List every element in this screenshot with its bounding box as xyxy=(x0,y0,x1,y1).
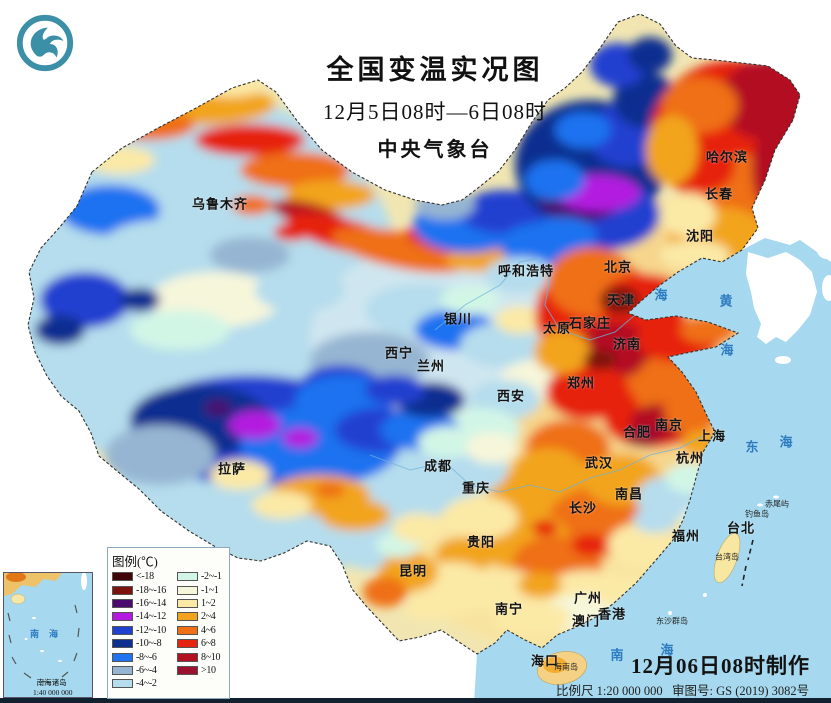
legend-label: -8~-6 xyxy=(136,651,157,663)
legend-label: <-18 xyxy=(136,571,154,583)
legend-label: -1~1 xyxy=(201,584,219,596)
legend-swatch xyxy=(112,665,133,675)
legend-label: -16~-14 xyxy=(136,597,166,609)
south-china-sea-inset: 南海 南海诸岛 1:40 000 000 xyxy=(3,572,93,698)
legend-swatch xyxy=(112,572,133,582)
taiwan-island xyxy=(713,533,741,583)
legend-item: 2~4 xyxy=(177,610,222,623)
map-title: 全国变温实况图 xyxy=(326,55,544,85)
production-time: 12月06日08时制作 xyxy=(631,654,810,678)
jeju-island xyxy=(775,356,791,364)
legend-swatch xyxy=(112,652,133,662)
legend-swatch xyxy=(112,625,133,635)
japan-island xyxy=(817,241,831,259)
legend-item: -2~-1 xyxy=(177,570,222,583)
legend-item: -1~1 xyxy=(177,583,222,596)
legend-label: -4~-2 xyxy=(136,678,157,690)
legend-swatch xyxy=(177,665,198,675)
sea xyxy=(474,238,831,703)
legend-label: >10 xyxy=(201,664,216,676)
inset-scale: 1:40 000 000 xyxy=(32,688,73,697)
legend-swatch xyxy=(177,598,198,608)
legend-item: -6~-4 xyxy=(112,664,166,677)
legend-swatch xyxy=(177,639,198,649)
cma-logo-icon xyxy=(16,14,74,72)
inset-nine-dash-line xyxy=(7,604,80,684)
inset-warm-patch xyxy=(6,573,26,582)
legend-box: 图例(℃) <-18 -18~-16 -16~-14 -14~-12 -12~-10 -1… xyxy=(107,547,230,699)
legend-swatch xyxy=(112,585,133,595)
legend-label: -18~-16 xyxy=(136,584,166,596)
legend-item: -12~-10 xyxy=(112,624,166,637)
inset-taiwan xyxy=(81,573,87,590)
agency-name: 中央气象台 xyxy=(377,139,493,161)
legend-item: -10~-8 xyxy=(112,637,166,650)
legend-item: >10 xyxy=(177,664,222,677)
map-scale: 比例尺 1:20 000 000 xyxy=(556,684,663,698)
legend-item: -14~-12 xyxy=(112,610,166,623)
legend-label: 8~10 xyxy=(201,651,221,663)
inset-hainan xyxy=(10,593,26,605)
legend-item: 1~2 xyxy=(177,597,222,610)
approval-number: 审图号: GS (2019) 3082号 xyxy=(672,684,810,698)
yangtze-river xyxy=(369,434,706,493)
legend-label: 6~8 xyxy=(201,638,216,650)
small-island xyxy=(773,495,779,499)
legend-label: -14~-12 xyxy=(136,611,166,623)
legend-item: 8~10 xyxy=(177,650,222,663)
legend-label: 4~6 xyxy=(201,624,216,636)
legend-label: -10~-8 xyxy=(136,638,162,650)
legend-label: 1~2 xyxy=(201,597,216,609)
legend-swatch xyxy=(177,652,198,662)
legend-item: -16~-14 xyxy=(112,597,166,610)
legend-swatch xyxy=(112,612,133,622)
legend-item: -8~-6 xyxy=(112,650,166,663)
small-island xyxy=(757,503,763,507)
legend-swatch xyxy=(177,585,198,595)
map-time-range: 12月5日08时—6日08时 xyxy=(323,100,547,124)
legend-item: <-18 xyxy=(112,570,166,583)
legend-label: -2~-1 xyxy=(201,571,222,583)
strait-dashes xyxy=(741,539,754,587)
legend-item: 6~8 xyxy=(177,637,222,650)
legend-item: -4~-2 xyxy=(112,677,166,690)
legend-swatch xyxy=(112,598,133,608)
title-block: 全国变温实况图 12月5日08时—6日08时 中央气象台 xyxy=(255,48,615,162)
japan-island xyxy=(822,275,831,301)
bottom-edge xyxy=(0,698,831,703)
inset-caption: 南海诸岛 xyxy=(36,678,67,687)
small-island xyxy=(703,593,707,597)
legend-swatch xyxy=(177,572,198,582)
china-border xyxy=(27,13,801,655)
legend-label: -12~-10 xyxy=(136,624,166,636)
legend-item: 4~6 xyxy=(177,624,222,637)
legend-label: 2~4 xyxy=(201,611,216,623)
inset-sea-label: 南海 xyxy=(30,629,69,639)
legend-swatch xyxy=(177,625,198,635)
legend-title: 图例(℃) xyxy=(112,555,158,569)
legend-item: -18~-16 xyxy=(112,583,166,596)
small-island xyxy=(668,611,672,615)
legend-swatch xyxy=(112,639,133,649)
legend-swatch xyxy=(177,612,198,622)
yellow-river xyxy=(434,257,636,341)
legend-label: -6~-4 xyxy=(136,664,157,676)
korea-landmass xyxy=(746,252,817,344)
legend-column-left: <-18 -18~-16 -16~-14 -14~-12 -12~-10 -10~-8 -8… xyxy=(112,570,166,691)
hainan-warm-patch xyxy=(543,657,567,673)
legend-swatch xyxy=(112,679,133,689)
legend-column-right: -2~-1 -1~1 1~2 2~4 4~6 6~8 8~10 >10 xyxy=(177,570,222,677)
